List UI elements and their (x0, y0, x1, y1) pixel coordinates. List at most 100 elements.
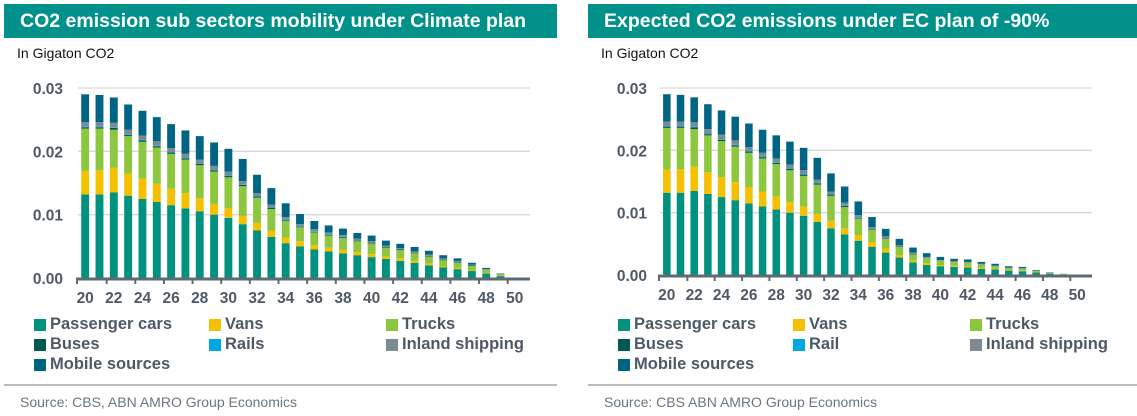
x-tick-label: 20 (658, 287, 675, 304)
bar-segment-trucks (195, 165, 204, 199)
bar-segment-inland-shipping (453, 260, 462, 263)
bar-stack (772, 135, 781, 275)
bar-segment-mobile-sources (210, 142, 219, 166)
bar-stack (786, 141, 794, 275)
bar-segment-mobile-sources (758, 129, 767, 153)
bar-segment-buses (827, 194, 835, 196)
x-tick-label: 46 (449, 290, 467, 307)
bar-segment-vans (731, 182, 739, 201)
bar-segment-buses (453, 262, 462, 263)
bar-stack (717, 110, 726, 275)
bar-segment-vans (496, 275, 505, 277)
bar-segment-trucks (840, 207, 849, 229)
bar-segment-passenger-cars (1032, 272, 1040, 275)
bar-segment-mobile-sources (922, 253, 931, 257)
bar-segment-rails (339, 236, 347, 238)
bar-segment-passenger-cars (181, 208, 190, 278)
bar-segment-buses (367, 243, 376, 244)
bar-segment-trucks (704, 135, 712, 173)
bar-stack (224, 148, 233, 278)
bar-segment-vans (895, 255, 904, 258)
bar-segment-trucks (310, 232, 319, 246)
bar-segment-trucks (854, 218, 863, 236)
bar-segment-inland-shipping (382, 245, 390, 247)
bar-segment-vans (224, 208, 233, 218)
bar-segment-buses (840, 205, 849, 208)
bar-segment-mobile-sources (281, 203, 290, 218)
bar-stack (339, 228, 347, 278)
bar-segment-trucks (410, 253, 419, 261)
bar-segment-vans (210, 203, 219, 215)
legend-item: Trucks (970, 315, 1039, 334)
bar-segment-inland-shipping (95, 122, 104, 127)
bar-segment-vans (95, 170, 104, 195)
bar-segment-inland-shipping (267, 204, 276, 208)
stacked-bar-chart: 0.00 0.01 0.02 0.03 20 22 24 26 28 30 32 34 36 38 40 42… (617, 81, 1092, 304)
bar-stack (95, 94, 104, 278)
bar-segment-rails (238, 184, 247, 185)
bar-segment-vans (799, 206, 808, 216)
bar-segment-mobile-sources (167, 124, 176, 149)
bar-segment-passenger-cars (296, 246, 304, 278)
legend-swatch-icon (618, 338, 630, 351)
bar-segment-rails (296, 226, 304, 227)
bar-segment-passenger-cars (731, 200, 739, 275)
legend-label: Mobile sources (634, 355, 755, 373)
bar-segment-vans (909, 260, 917, 263)
bar-segment-trucks (745, 152, 753, 188)
bar-segment-passenger-cars (1018, 271, 1027, 275)
legend-label: Rail (809, 335, 840, 353)
bar-stack (482, 267, 491, 278)
bar-stack (396, 243, 405, 278)
x-tick-label: 34 (277, 290, 295, 307)
bar-segment-trucks (152, 147, 161, 184)
bar-segment-passenger-cars (977, 268, 986, 275)
bar-segment-buses (353, 240, 362, 242)
bar-segment-rail (745, 150, 753, 152)
legend-label: Vans (225, 315, 264, 333)
x-tick-label: 30 (220, 290, 237, 307)
legend-item: Buses (34, 335, 100, 354)
bar-segment-inland-shipping (410, 251, 419, 253)
bar-segment-trucks (731, 146, 739, 183)
bar-segment-rails (152, 145, 161, 147)
bar-stack (909, 247, 917, 275)
bar-segment-buses (281, 220, 290, 221)
bar-segment-trucks (353, 241, 362, 253)
bar-segment-trucks (1059, 273, 1068, 275)
bar-segment-passenger-cars (410, 262, 419, 278)
bar-segment-passenger-cars (717, 197, 726, 275)
legend-item: Inland shipping (386, 335, 524, 354)
legend-swatch-icon (209, 318, 221, 331)
bar-segment-rail (772, 162, 781, 163)
bar-segment-buses (310, 231, 319, 233)
bar-stack (124, 104, 133, 278)
bar-segment-passenger-cars (745, 203, 753, 275)
bar-segment-mobile-sources (424, 250, 433, 255)
legend-item: Vans (793, 315, 848, 334)
bar-segment-passenger-cars (895, 257, 904, 275)
bar-segment-rail (731, 144, 739, 146)
bar-segment-mobile-sources (813, 157, 822, 180)
bar-segment-buses (909, 253, 917, 255)
bar-segment-mobile-sources (152, 117, 161, 142)
bar-segment-vans (963, 266, 972, 268)
bar-segment-mobile-sources (396, 243, 405, 249)
bar-segment-trucks (324, 235, 333, 248)
bar-segment-trucks (1032, 270, 1040, 272)
bar-segment-passenger-cars (676, 192, 685, 275)
bar-segment-passenger-cars (467, 271, 476, 278)
bar-segment-inland-shipping (296, 224, 304, 227)
bar-segment-rails (324, 234, 333, 235)
bar-segment-passenger-cars (339, 253, 347, 278)
bar-segment-inland-shipping (224, 171, 233, 176)
bar-segment-mobile-sources (745, 123, 753, 148)
bar-segment-trucks (124, 136, 133, 174)
legend-label: Passenger cars (634, 315, 757, 333)
x-tick-label: 42 (959, 287, 976, 304)
bar-segment-passenger-cars (195, 211, 204, 278)
bar-segment-trucks (253, 197, 261, 223)
x-tick-label: 40 (932, 287, 949, 304)
bar-segment-passenger-cars (1046, 273, 1054, 275)
bar-segment-passenger-cars (482, 273, 491, 278)
